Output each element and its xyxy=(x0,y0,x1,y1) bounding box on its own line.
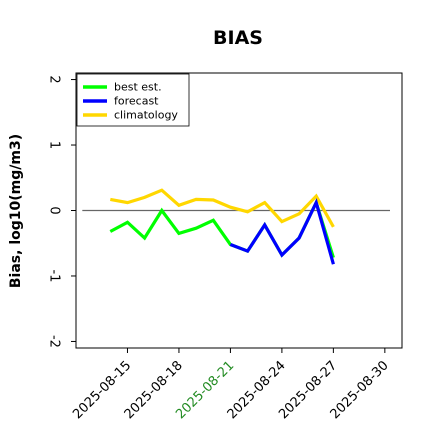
series-line-forecast xyxy=(229,198,335,265)
series-line-climatology xyxy=(110,188,335,228)
plot-area: 210-1-22025-08-152025-08-182025-08-21202… xyxy=(47,72,403,422)
legend-entry: best est. xyxy=(114,81,162,94)
y-tick-label: -1 xyxy=(47,269,62,282)
legend-entry: forecast xyxy=(114,95,159,108)
y-tick-label: 1 xyxy=(47,141,62,149)
y-tick-label: 2 xyxy=(47,75,62,83)
chart-title: BIAS xyxy=(213,27,263,49)
y-axis-label: Bias, log10(mg/m3) xyxy=(8,134,24,288)
y-tick-label: -2 xyxy=(47,335,62,348)
legend-entry: climatology xyxy=(114,109,178,122)
y-tick-label: 0 xyxy=(47,206,62,214)
